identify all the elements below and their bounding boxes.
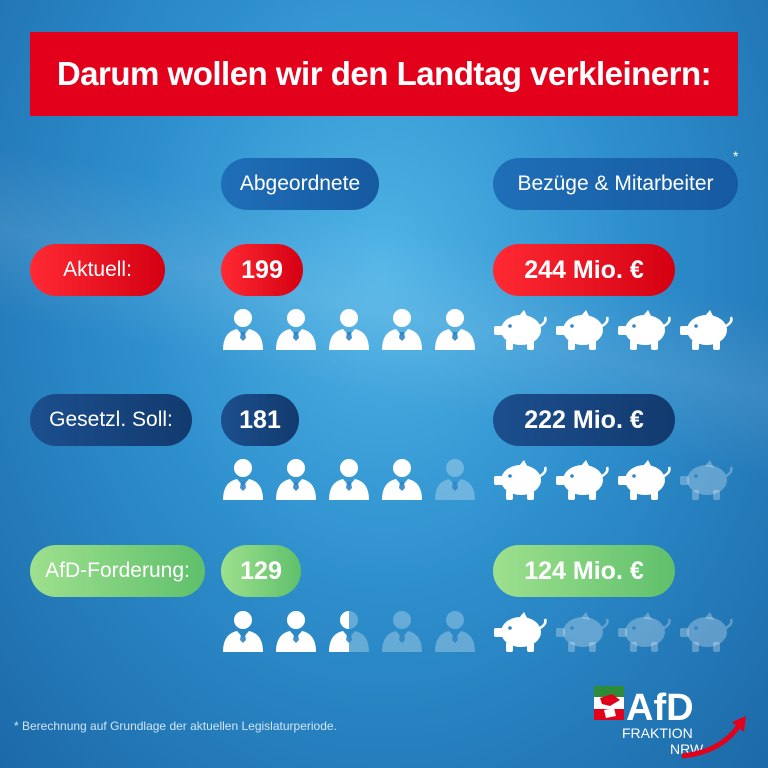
- logo-brand: AfD: [626, 687, 694, 729]
- person-icon: [221, 608, 265, 652]
- piggy-bank-icon: [555, 460, 611, 500]
- piggy-bank-icon: [679, 460, 735, 500]
- piggy-bank-icon: [555, 612, 611, 652]
- piggy-bank-icon: [493, 460, 549, 500]
- piggy-bank-icon: [493, 310, 549, 350]
- person-icon: [433, 608, 477, 652]
- person-icon: [274, 306, 318, 350]
- deputies-value-gesetzl-soll: 181: [221, 394, 299, 446]
- footnote: * Berechnung auf Grundlage der aktuellen…: [14, 719, 337, 733]
- costs-value-aktuell: 244 Mio. €: [493, 244, 675, 296]
- pig-icons-afd-forderung: [493, 612, 741, 652]
- person-icons-aktuell: [221, 306, 486, 350]
- person-icon: [221, 456, 265, 500]
- person-icon: [327, 608, 371, 652]
- pig-icons-aktuell: [493, 310, 741, 350]
- piggy-bank-icon: [679, 612, 735, 652]
- header-asterisk: *: [733, 148, 739, 164]
- piggy-bank-icon: [617, 310, 673, 350]
- piggy-bank-icon: [555, 310, 611, 350]
- person-icons-afd-forderung: [221, 608, 486, 652]
- person-icon: [274, 456, 318, 500]
- header-costs: Bezüge & Mitarbeiter: [493, 158, 738, 210]
- person-icon: [327, 306, 371, 350]
- costs-value-gesetzl-soll: 222 Mio. €: [493, 394, 675, 446]
- person-icon: [380, 456, 424, 500]
- title-banner: Darum wollen wir den Landtag verkleinern…: [30, 32, 738, 116]
- piggy-bank-icon: [617, 612, 673, 652]
- person-icon: [221, 306, 265, 350]
- header-deputies: Abgeordnete: [221, 158, 379, 210]
- row-label-gesetzl-soll: Gesetzl. Soll:: [30, 394, 192, 446]
- costs-value-afd-forderung: 124 Mio. €: [493, 545, 675, 597]
- logo-line1: FRAKTION: [622, 725, 693, 741]
- piggy-bank-icon: [679, 310, 735, 350]
- person-icon: [380, 608, 424, 652]
- piggy-bank-icon: [617, 460, 673, 500]
- person-icon: [274, 608, 318, 652]
- person-icon: [433, 306, 477, 350]
- person-icon: [327, 456, 371, 500]
- afd-fraktion-nrw-logo: AfD FRAKTION NRW: [592, 680, 752, 760]
- page-title: Darum wollen wir den Landtag verkleinern…: [56, 55, 712, 92]
- row-label-afd-forderung: AfD-Forderung:: [30, 545, 205, 597]
- piggy-bank-icon: [493, 612, 549, 652]
- person-icon: [380, 306, 424, 350]
- deputies-value-afd-forderung: 129: [221, 545, 301, 597]
- person-icons-gesetzl-soll: [221, 456, 486, 500]
- row-label-aktuell: Aktuell:: [30, 244, 165, 296]
- person-icon: [433, 456, 477, 500]
- deputies-value-aktuell: 199: [221, 244, 303, 296]
- pig-icons-gesetzl-soll: [493, 460, 741, 500]
